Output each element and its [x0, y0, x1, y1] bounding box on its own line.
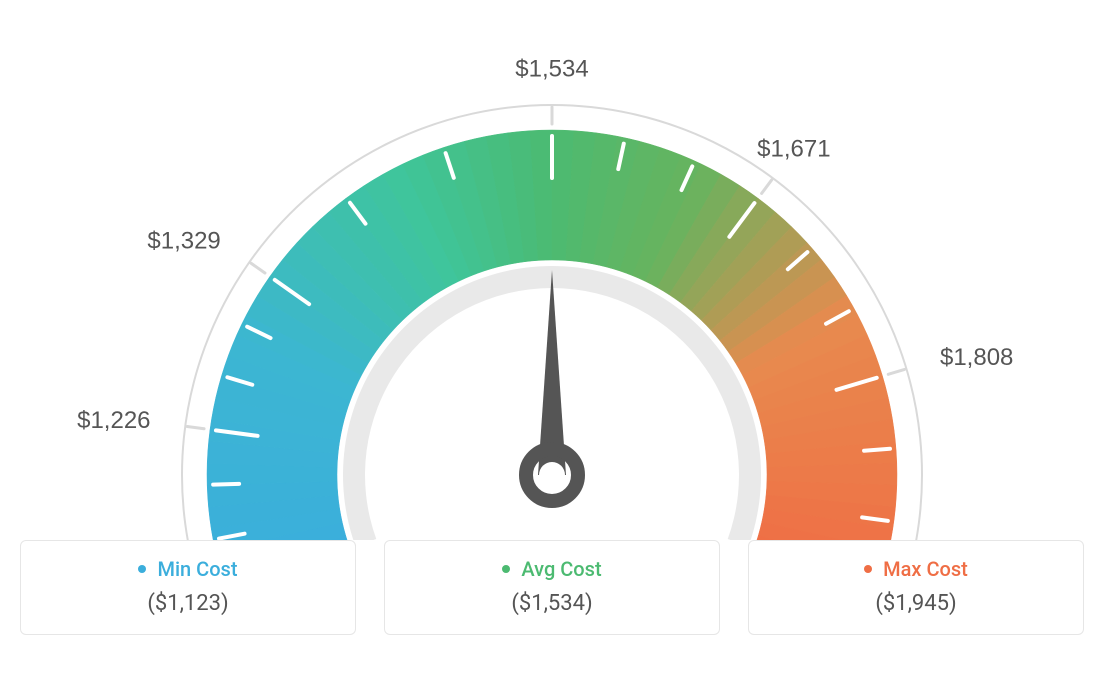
svg-text:$1,226: $1,226: [77, 407, 150, 434]
legend-value-avg: ($1,534): [385, 591, 719, 616]
svg-text:$1,808: $1,808: [940, 344, 1013, 371]
gauge-svg: $1,123$1,226$1,329$1,534$1,671$1,808$1,9…: [0, 0, 1104, 540]
svg-text:$1,671: $1,671: [757, 135, 830, 162]
cost-gauge: $1,123$1,226$1,329$1,534$1,671$1,808$1,9…: [0, 0, 1104, 540]
dot-icon: [502, 565, 510, 573]
legend-card-max: Max Cost ($1,945): [748, 540, 1084, 635]
legend-title-min: Min Cost: [21, 557, 355, 581]
dot-icon: [138, 565, 146, 573]
legend-title-avg: Avg Cost: [385, 557, 719, 581]
legend-card-avg: Avg Cost ($1,534): [384, 540, 720, 635]
legend-title-max: Max Cost: [749, 557, 1083, 581]
legend-label-min: Min Cost: [157, 557, 237, 581]
svg-text:$1,329: $1,329: [147, 227, 220, 254]
legend-label-avg: Avg Cost: [521, 557, 601, 581]
dot-icon: [864, 565, 872, 573]
legend-value-min: ($1,123): [21, 591, 355, 616]
legend-row: Min Cost ($1,123) Avg Cost ($1,534) Max …: [0, 540, 1104, 635]
legend-card-min: Min Cost ($1,123): [20, 540, 356, 635]
svg-text:$1,534: $1,534: [515, 55, 588, 82]
legend-label-max: Max Cost: [883, 557, 968, 581]
legend-value-max: ($1,945): [749, 591, 1083, 616]
